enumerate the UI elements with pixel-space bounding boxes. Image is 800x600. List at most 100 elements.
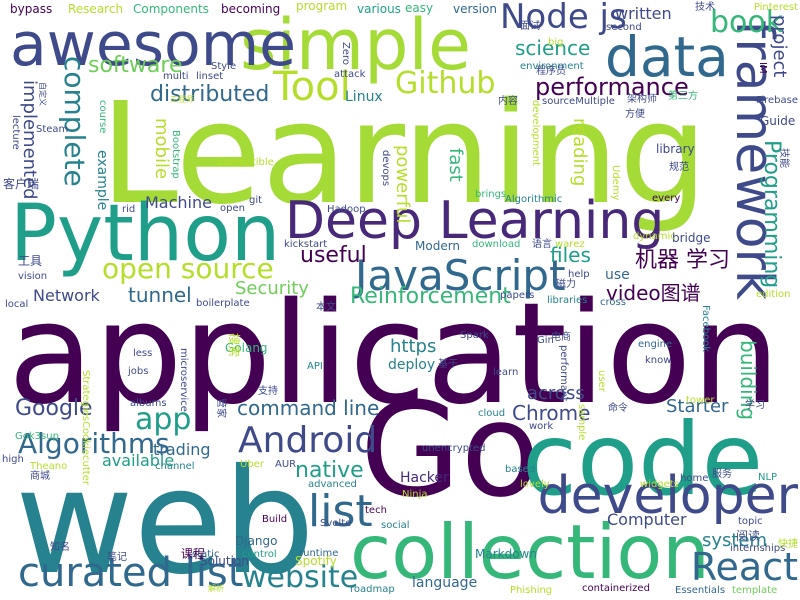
cloud-word: IM <box>757 62 768 74</box>
cloud-word: easy <box>405 1 434 15</box>
cloud-word: Svelte <box>320 518 352 529</box>
cloud-word: cross <box>600 297 626 308</box>
cloud-word: open source <box>102 252 274 285</box>
cloud-word: trading <box>153 440 211 459</box>
cloud-word: awesome <box>10 10 297 80</box>
cloud-word: Steam <box>36 124 69 135</box>
cloud-word: know <box>645 355 672 366</box>
cloud-word: environment <box>520 61 584 72</box>
cloud-word: web <box>15 438 315 600</box>
cloud-word: Phishing <box>510 585 553 596</box>
cloud-word: static <box>192 549 220 560</box>
cloud-word: Python <box>10 189 281 279</box>
cloud-word: control <box>242 549 277 560</box>
cloud-word: library <box>656 142 695 156</box>
cloud-word: software <box>88 53 183 78</box>
cloud-word: 面试 <box>520 21 540 32</box>
cloud-word: advanced <box>308 479 357 490</box>
cloud-word: Go <box>360 374 541 526</box>
cloud-word: 本文 <box>316 302 336 313</box>
cloud-word: boilerplate <box>196 298 250 309</box>
cloud-word: based <box>505 464 536 475</box>
cloud-word: 技能 <box>778 148 789 168</box>
cloud-word: Machine <box>145 193 212 212</box>
cloud-word: lovely <box>520 479 550 490</box>
cloud-word: 工程师 <box>170 95 194 104</box>
cloud-word: data <box>605 25 729 89</box>
cloud-word: 商城 <box>30 471 50 482</box>
cloud-word: engine <box>638 339 673 350</box>
cloud-word: 管家 <box>215 398 226 418</box>
cloud-word: help <box>568 269 590 280</box>
cloud-word: 架构师 <box>627 94 657 105</box>
cloud-word: widgets <box>640 479 679 490</box>
cloud-word: Zero <box>340 42 351 66</box>
cloud-word: becoming <box>221 2 281 16</box>
cloud-word: 语言 <box>532 239 552 250</box>
cloud-word: Learning <box>100 73 708 236</box>
cloud-word: 内容 <box>498 96 518 107</box>
cloud-word: collection <box>350 508 710 596</box>
cloud-word: big <box>548 37 564 48</box>
cloud-word: dynamic <box>633 231 676 242</box>
cloud-word: developer <box>537 466 798 526</box>
cloud-word: Tool <box>273 64 351 110</box>
cloud-word: Django <box>235 534 278 548</box>
cloud-word: 笔记 <box>107 552 127 563</box>
cloud-word: less <box>133 348 153 359</box>
cloud-word: unencrypted <box>422 443 486 454</box>
cloud-word: powerful <box>392 145 413 224</box>
cloud-word: complete <box>58 56 91 187</box>
cloud-word: Android <box>238 420 378 461</box>
cloud-word: Udemy <box>610 165 621 201</box>
cloud-word: multi <box>163 71 189 82</box>
cloud-word: Starter <box>666 396 729 417</box>
cloud-word: bridge <box>672 231 711 245</box>
cloud-word: Hacker <box>400 470 449 486</box>
cloud-word: 磁力 <box>556 279 576 290</box>
cloud-word: Github <box>395 66 496 101</box>
cloud-word: devops <box>380 150 391 187</box>
cloud-word: useful <box>300 243 367 268</box>
cloud-word: reading <box>569 118 590 187</box>
cloud-word: React <box>690 545 798 589</box>
cloud-word: curated list <box>18 550 244 596</box>
cloud-word: lecture <box>10 115 21 150</box>
cloud-word: application <box>8 273 781 436</box>
cloud-word: warez <box>555 239 585 250</box>
cloud-word: Theano <box>30 461 68 472</box>
cloud-word: Facebook <box>700 305 711 352</box>
cloud-word: Pinterest <box>753 2 798 13</box>
cloud-word: Golang <box>225 341 268 355</box>
cloud-word: performant <box>558 345 569 402</box>
cloud-word: command line <box>237 396 380 420</box>
cloud-word: second <box>606 22 642 33</box>
cloud-word: linset <box>196 71 224 82</box>
cloud-word: video图谱 <box>606 281 701 305</box>
cloud-word: compatible <box>218 157 274 168</box>
cloud-word: internships <box>730 543 786 554</box>
cloud-word: Deep Learning <box>285 191 665 251</box>
cloud-word: Security <box>235 278 309 299</box>
cloud-word: Style <box>211 61 237 72</box>
cloud-word: Algorithms <box>18 427 170 460</box>
cloud-word: code <box>522 401 764 518</box>
cloud-word: written <box>615 4 672 23</box>
cloud-word: tunnel <box>128 283 192 307</box>
cloud-word: book <box>710 5 784 40</box>
cloud-word: 命令 <box>608 403 628 414</box>
cloud-word: across <box>527 383 585 404</box>
cloud-word: StrategiesCookiecutter <box>80 370 91 485</box>
cloud-word: social <box>381 520 410 531</box>
cloud-word: program <box>296 0 348 13</box>
cloud-word: NLP <box>758 472 778 483</box>
cloud-word: papers <box>500 290 535 301</box>
cloud-word: 程序员 <box>536 66 566 77</box>
cloud-word: simple <box>240 4 472 86</box>
cloud-word: 机器 学习 <box>635 248 730 273</box>
cloud-word: use <box>605 267 630 283</box>
cloud-word: Build <box>262 514 288 525</box>
cloud-word: 阅读 <box>736 529 761 543</box>
cloud-word: deploy <box>388 357 436 373</box>
cloud-word: 基于 <box>438 359 458 370</box>
